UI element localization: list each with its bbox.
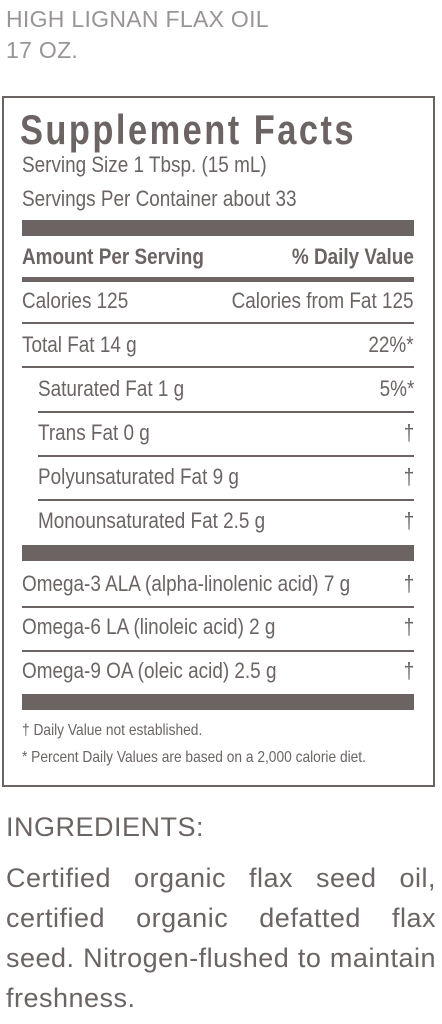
ingredients-heading: INGREDIENTS: <box>6 812 205 842</box>
divider-total-fat <box>22 366 414 368</box>
footnote-percent-daily: * Percent Daily Values are based on a 2,… <box>22 749 366 766</box>
omega-9-dv: † <box>403 658 414 683</box>
thick-divider-1 <box>22 220 414 236</box>
thick-divider-2 <box>22 545 414 561</box>
divider-saturated-fat <box>38 411 414 413</box>
omega-6-label: Omega-6 LA (linoleic acid) 2 g <box>22 614 276 639</box>
thick-divider-3 <box>22 694 414 710</box>
divider-omega-6 <box>22 650 414 652</box>
omega-3-dv: † <box>403 571 414 596</box>
product-title: HIGH LIGNAN FLAX OIL <box>6 6 269 32</box>
trans-fat-label: Trans Fat 0 g <box>38 420 150 445</box>
polyunsaturated-fat-dv: † <box>403 464 414 489</box>
header-amount-per-serving: Amount Per Serving <box>22 244 204 269</box>
saturated-fat-label: Saturated Fat 1 g <box>38 376 185 401</box>
trans-fat-dv: † <box>403 420 414 445</box>
monounsaturated-fat-dv: † <box>403 508 414 533</box>
supplement-facts-panel <box>2 96 435 787</box>
supplement-facts-title: Supplement Facts <box>20 106 356 153</box>
calories-from-fat: Calories from Fat 125 <box>232 288 414 313</box>
product-name: HIGH LIGNAN FLAX OIL 17 OZ. <box>6 4 269 66</box>
omega-3-label: Omega-3 ALA (alpha-linolenic acid) 7 g <box>22 571 351 596</box>
footnote-daily-value: † Daily Value not established. <box>22 722 203 739</box>
polyunsaturated-fat-label: Polyunsaturated Fat 9 g <box>38 464 239 489</box>
product-size: 17 OZ. <box>6 37 79 63</box>
saturated-fat-dv: 5%* <box>379 376 414 401</box>
divider-omega-3 <box>22 606 414 608</box>
total-fat-label: Total Fat 14 g <box>22 332 137 357</box>
total-fat-dv: 22%* <box>368 332 414 357</box>
serving-size: Serving Size 1 Tbsp. (15 mL) <box>22 152 267 177</box>
header-daily-value: % Daily Value <box>292 244 414 269</box>
omega-9-label: Omega-9 OA (oleic acid) 2.5 g <box>22 658 277 683</box>
monounsaturated-fat-label: Monounsaturated Fat 2.5 g <box>38 508 266 533</box>
omega-6-dv: † <box>403 614 414 639</box>
divider-polyunsaturated-fat <box>38 499 414 501</box>
calories: Calories 125 <box>22 288 129 313</box>
divider-trans-fat <box>38 455 414 457</box>
medium-divider <box>22 277 414 282</box>
ingredients-text: Certified organic flax seed oil, certifi… <box>6 863 436 1013</box>
divider-calories <box>22 322 414 324</box>
servings-per-container: Servings Per Container about 33 <box>22 186 297 211</box>
